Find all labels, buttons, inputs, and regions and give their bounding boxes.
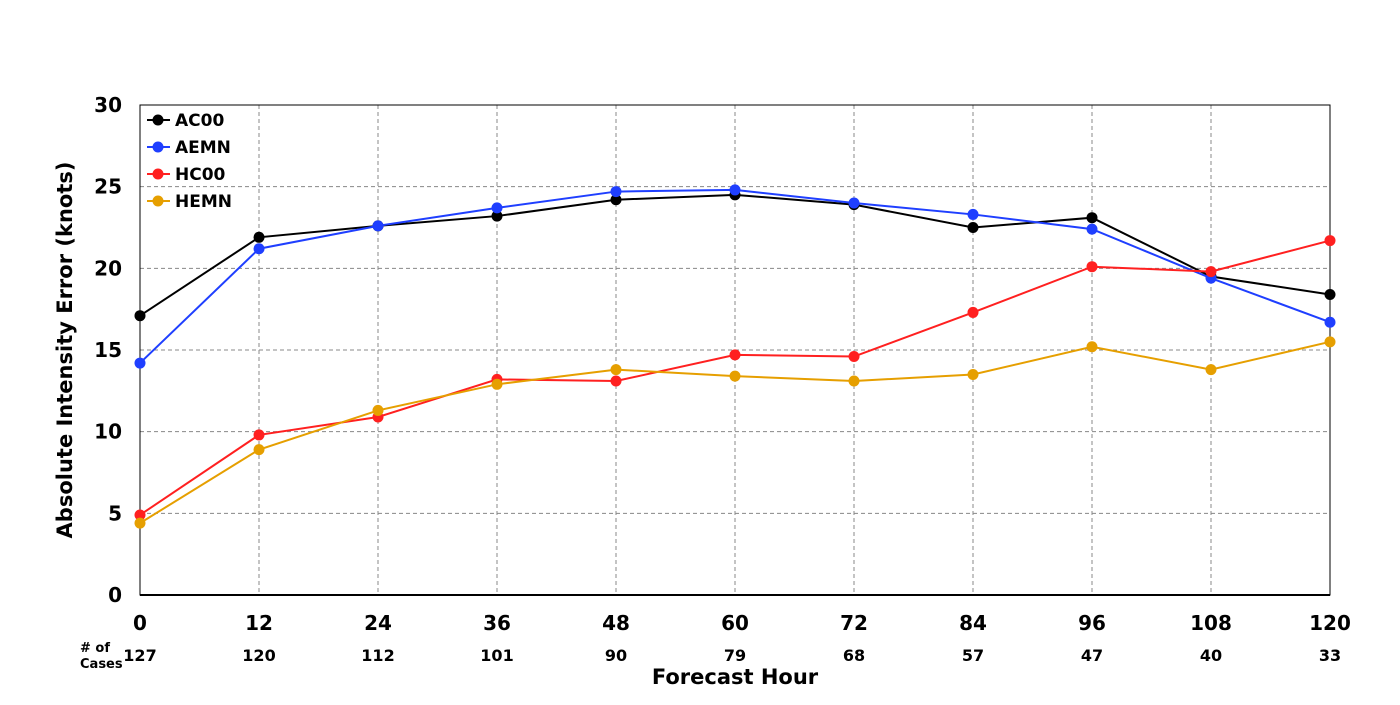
data-point-aemn bbox=[967, 208, 979, 220]
data-point-ac00 bbox=[491, 210, 503, 222]
y-tick-label: 20 bbox=[94, 256, 122, 280]
case-count: 33 bbox=[1319, 646, 1341, 665]
legend-item-ac00: AC00 bbox=[147, 111, 224, 131]
data-point-hemn bbox=[729, 370, 741, 382]
legend: AC00 AEMN HC00 HEMN bbox=[147, 111, 232, 212]
x-tick-label: 84 bbox=[959, 611, 987, 635]
case-count: 112 bbox=[361, 646, 394, 665]
data-point-aemn bbox=[491, 202, 503, 214]
data-point-aemn bbox=[610, 186, 622, 198]
data-point-aemn bbox=[1086, 223, 1098, 235]
x-tick-label: 48 bbox=[602, 611, 630, 635]
case-count: 40 bbox=[1200, 646, 1222, 665]
case-count: 68 bbox=[843, 646, 865, 665]
data-point-hemn bbox=[1086, 341, 1098, 353]
data-point-aemn bbox=[134, 357, 146, 369]
y-tick-label: 25 bbox=[94, 175, 122, 199]
x-tick-label: 12 bbox=[245, 611, 273, 635]
legend-marker-hc00 bbox=[152, 168, 164, 180]
cases-label-line2: Cases bbox=[80, 657, 123, 672]
data-point-aemn bbox=[1324, 316, 1336, 328]
data-point-hemn bbox=[491, 378, 503, 390]
legend-label-hc00: HC00 bbox=[175, 165, 226, 185]
legend-label-ac00: AC00 bbox=[175, 111, 224, 131]
data-point-hemn bbox=[1205, 364, 1217, 376]
x-tick-label: 60 bbox=[721, 611, 749, 635]
y-tick-label: 30 bbox=[94, 93, 122, 117]
data-point-ac00 bbox=[967, 222, 979, 233]
case-count: 101 bbox=[480, 646, 513, 665]
x-tick-label: 36 bbox=[483, 611, 511, 635]
data-point-ac00 bbox=[134, 310, 146, 322]
y-axis-title: Absolute Intensity Error (knots) bbox=[53, 162, 77, 539]
legend-marker-ac00 bbox=[152, 114, 164, 126]
data-point-aemn bbox=[372, 220, 384, 232]
series-layer bbox=[134, 184, 1336, 529]
data-point-hc00 bbox=[1324, 235, 1336, 247]
case-count: 47 bbox=[1081, 646, 1103, 665]
axes bbox=[139, 104, 1331, 596]
data-point-hc00 bbox=[967, 306, 979, 318]
legend-marker-hemn bbox=[152, 195, 164, 207]
data-point-hc00 bbox=[1205, 266, 1217, 278]
y-tick-label: 0 bbox=[108, 583, 122, 607]
case-count: 127 bbox=[123, 646, 156, 665]
case-count: 57 bbox=[962, 646, 984, 665]
data-point-hemn bbox=[372, 404, 384, 416]
data-point-hemn bbox=[848, 375, 860, 387]
series-hemn bbox=[134, 336, 1336, 529]
data-point-hc00 bbox=[729, 349, 741, 361]
x-axis-title: Forecast Hour bbox=[652, 665, 819, 689]
data-point-hemn bbox=[1324, 336, 1336, 348]
data-point-aemn bbox=[729, 184, 741, 196]
legend-item-hc00: HC00 bbox=[147, 165, 226, 185]
legend-marker-aemn bbox=[152, 141, 164, 153]
data-point-hc00 bbox=[134, 509, 146, 521]
legend-item-hemn: HEMN bbox=[147, 192, 232, 212]
cases-label-line1: # of bbox=[80, 641, 110, 656]
case-count: 120 bbox=[242, 646, 275, 665]
data-point-hc00 bbox=[610, 375, 622, 387]
data-point-hc00 bbox=[1086, 261, 1098, 273]
data-point-hemn bbox=[253, 444, 265, 456]
data-point-hemn bbox=[134, 517, 146, 529]
x-tick-label: 120 bbox=[1309, 611, 1351, 635]
data-point-aemn bbox=[253, 243, 265, 255]
y-tick-label: 10 bbox=[94, 420, 122, 444]
data-point-hc00 bbox=[253, 429, 265, 441]
data-point-ac00 bbox=[610, 194, 622, 206]
x-tick-label: 72 bbox=[840, 611, 868, 635]
series-line-hemn bbox=[139, 340, 1331, 524]
x-tick-label: 24 bbox=[364, 611, 392, 635]
data-point-hemn bbox=[967, 369, 979, 380]
data-point-ac00 bbox=[1324, 288, 1336, 300]
tick-labels: 0 5 10 15 20 25 30 0 12 24 36 48 60 72 84 96 108 120 bbox=[94, 93, 1351, 635]
data-point-hc00 bbox=[848, 351, 860, 363]
data-point-ac00 bbox=[253, 231, 265, 243]
case-count: 79 bbox=[724, 646, 746, 665]
y-tick-label: 15 bbox=[94, 338, 122, 362]
x-tick-label: 108 bbox=[1190, 611, 1232, 635]
x-tick-label: 96 bbox=[1078, 611, 1106, 635]
series-aemn bbox=[134, 184, 1336, 369]
data-point-ac00 bbox=[1086, 212, 1098, 224]
legend-item-aemn: AEMN bbox=[147, 138, 231, 158]
case-count: 90 bbox=[605, 646, 627, 665]
data-point-aemn bbox=[848, 197, 860, 209]
y-tick-label: 5 bbox=[108, 501, 122, 525]
legend-label-hemn: HEMN bbox=[175, 192, 232, 212]
x-tick-label: 0 bbox=[133, 611, 147, 635]
legend-label-aemn: AEMN bbox=[175, 138, 231, 158]
data-point-hemn bbox=[610, 364, 622, 376]
